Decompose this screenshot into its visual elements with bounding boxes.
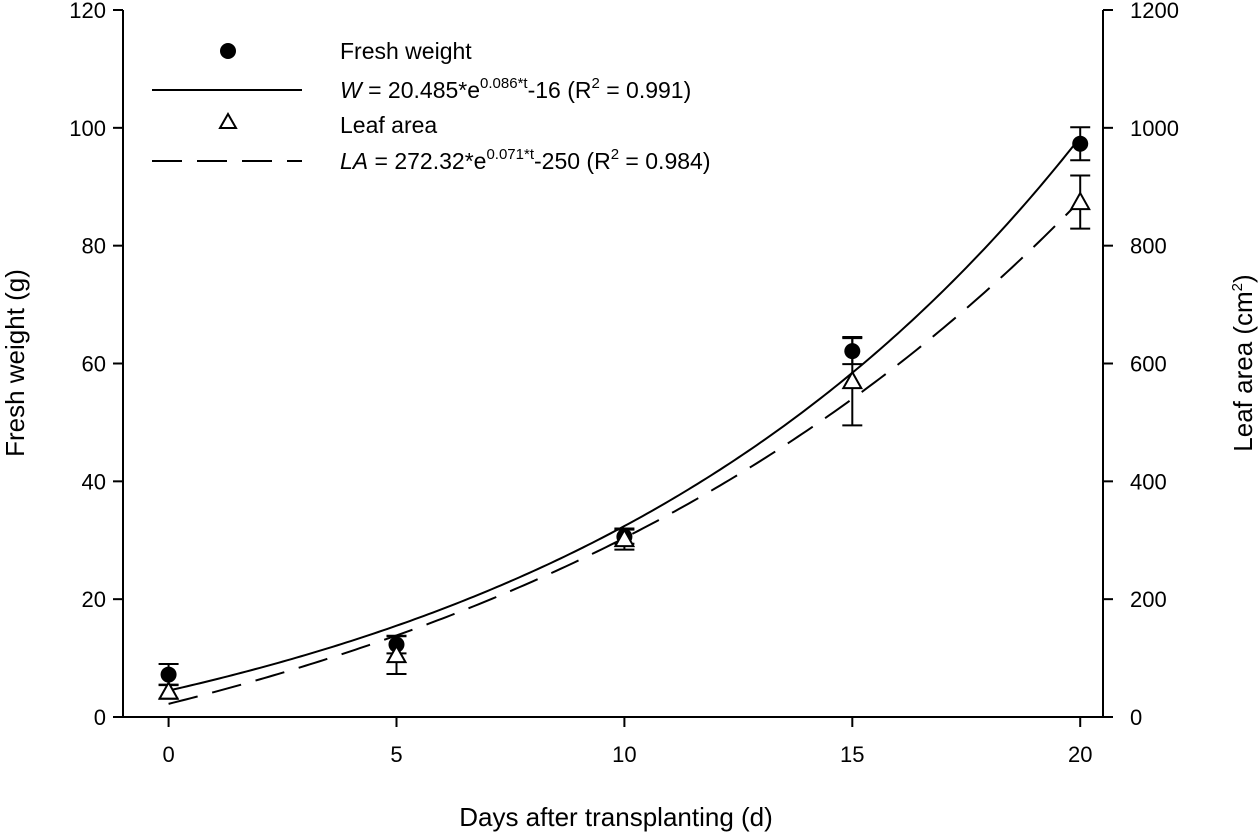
x-tick-label-5: 5 (390, 742, 402, 767)
fit-label-exp-w: 0.086*t (480, 75, 528, 92)
point-fresh-weight-15 (844, 343, 861, 360)
fit-curve-fresh-weight (168, 136, 1081, 692)
legend-label-leaf-area: Leaf area (340, 112, 437, 138)
y2-axis-title: Leaf area (cm2) (1228, 274, 1258, 451)
y2-tick-label-800: 800 (1130, 234, 1167, 259)
legend-label-fresh-weight-fit: W = 20.485*e0.086*t-16 (R2 = 0.991) (340, 75, 691, 103)
y-axis-title: Fresh weight (g) (0, 269, 30, 457)
y-tick-label-40: 40 (82, 469, 106, 494)
legend: Fresh weight W = 20.485*e0.086*t-16 (R2 … (152, 38, 710, 174)
point-leaf-area-10 (613, 528, 636, 548)
y-tick-label-0: 0 (94, 705, 106, 730)
fit-label-tail-w: -16 (R (528, 77, 592, 103)
legend-label-leaf-area-fit: LA = 272.32*e0.071*t-250 (R2 = 0.984) (340, 146, 710, 174)
point-leaf-area-0 (157, 680, 180, 700)
fit-label-mid-la: = 272.32*e (368, 148, 486, 174)
y2-axis-title-main: Leaf area (cm (1228, 291, 1258, 451)
y2-tick-label-400: 400 (1130, 469, 1167, 494)
fit-curves (168, 136, 1081, 705)
x-tick-label-0: 0 (162, 742, 174, 767)
y2-axis-title-sup: 2 (1229, 283, 1246, 291)
point-leaf-area-15 (841, 370, 864, 390)
fit-label-end-la: = 0.984) (619, 148, 710, 174)
y-axis-ticks: 0 20 40 60 80 100 120 (69, 0, 123, 730)
x-axis-title: Days after transplanting (d) (459, 802, 773, 832)
fit-label-end-w: = 0.991) (600, 77, 691, 103)
y-tick-label-100: 100 (69, 116, 106, 141)
y-tick-label-20: 20 (82, 587, 106, 612)
x-tick-label-10: 10 (612, 742, 636, 767)
x-tick-label-15: 15 (840, 742, 864, 767)
fit-label-r2-w: 2 (591, 75, 599, 92)
fit-label-exp-la: 0.071*t (486, 146, 534, 163)
x-tick-label-20: 20 (1068, 742, 1092, 767)
y-tick-label-60: 60 (82, 352, 106, 377)
legend-marker-fresh-weight (220, 43, 236, 59)
y2-tick-label-600: 600 (1130, 352, 1167, 377)
fit-label-tail-la: -250 (R (534, 148, 611, 174)
y2-tick-label-1200: 1200 (1130, 0, 1179, 23)
fit-label-mid-w: = 20.485*e (362, 77, 480, 103)
data-points (157, 126, 1091, 700)
point-fresh-weight-0 (160, 666, 177, 683)
legend-label-fresh-weight: Fresh weight (340, 38, 472, 64)
y2-axis-ticks: 0 200 400 600 800 1000 1200 (1103, 0, 1179, 730)
legend-marker-leaf-area (218, 111, 238, 129)
x-axis-ticks: 0 5 10 15 20 (162, 717, 1092, 767)
point-leaf-area-20 (1069, 191, 1091, 211)
y-tick-label-80: 80 (82, 234, 106, 259)
y2-tick-label-200: 200 (1130, 587, 1167, 612)
fit-label-var-w: W (340, 77, 364, 103)
y-tick-label-120: 120 (69, 0, 106, 23)
y2-axis-title-close: ) (1228, 274, 1258, 283)
point-fresh-weight-20 (1072, 135, 1089, 152)
y2-tick-label-1000: 1000 (1130, 116, 1179, 141)
fit-curve-leaf-area (168, 199, 1081, 705)
y2-tick-label-0: 0 (1130, 705, 1142, 730)
fit-label-var-la: LA (340, 148, 368, 174)
point-leaf-area-5 (385, 644, 408, 664)
fit-label-r2-la: 2 (611, 146, 619, 163)
